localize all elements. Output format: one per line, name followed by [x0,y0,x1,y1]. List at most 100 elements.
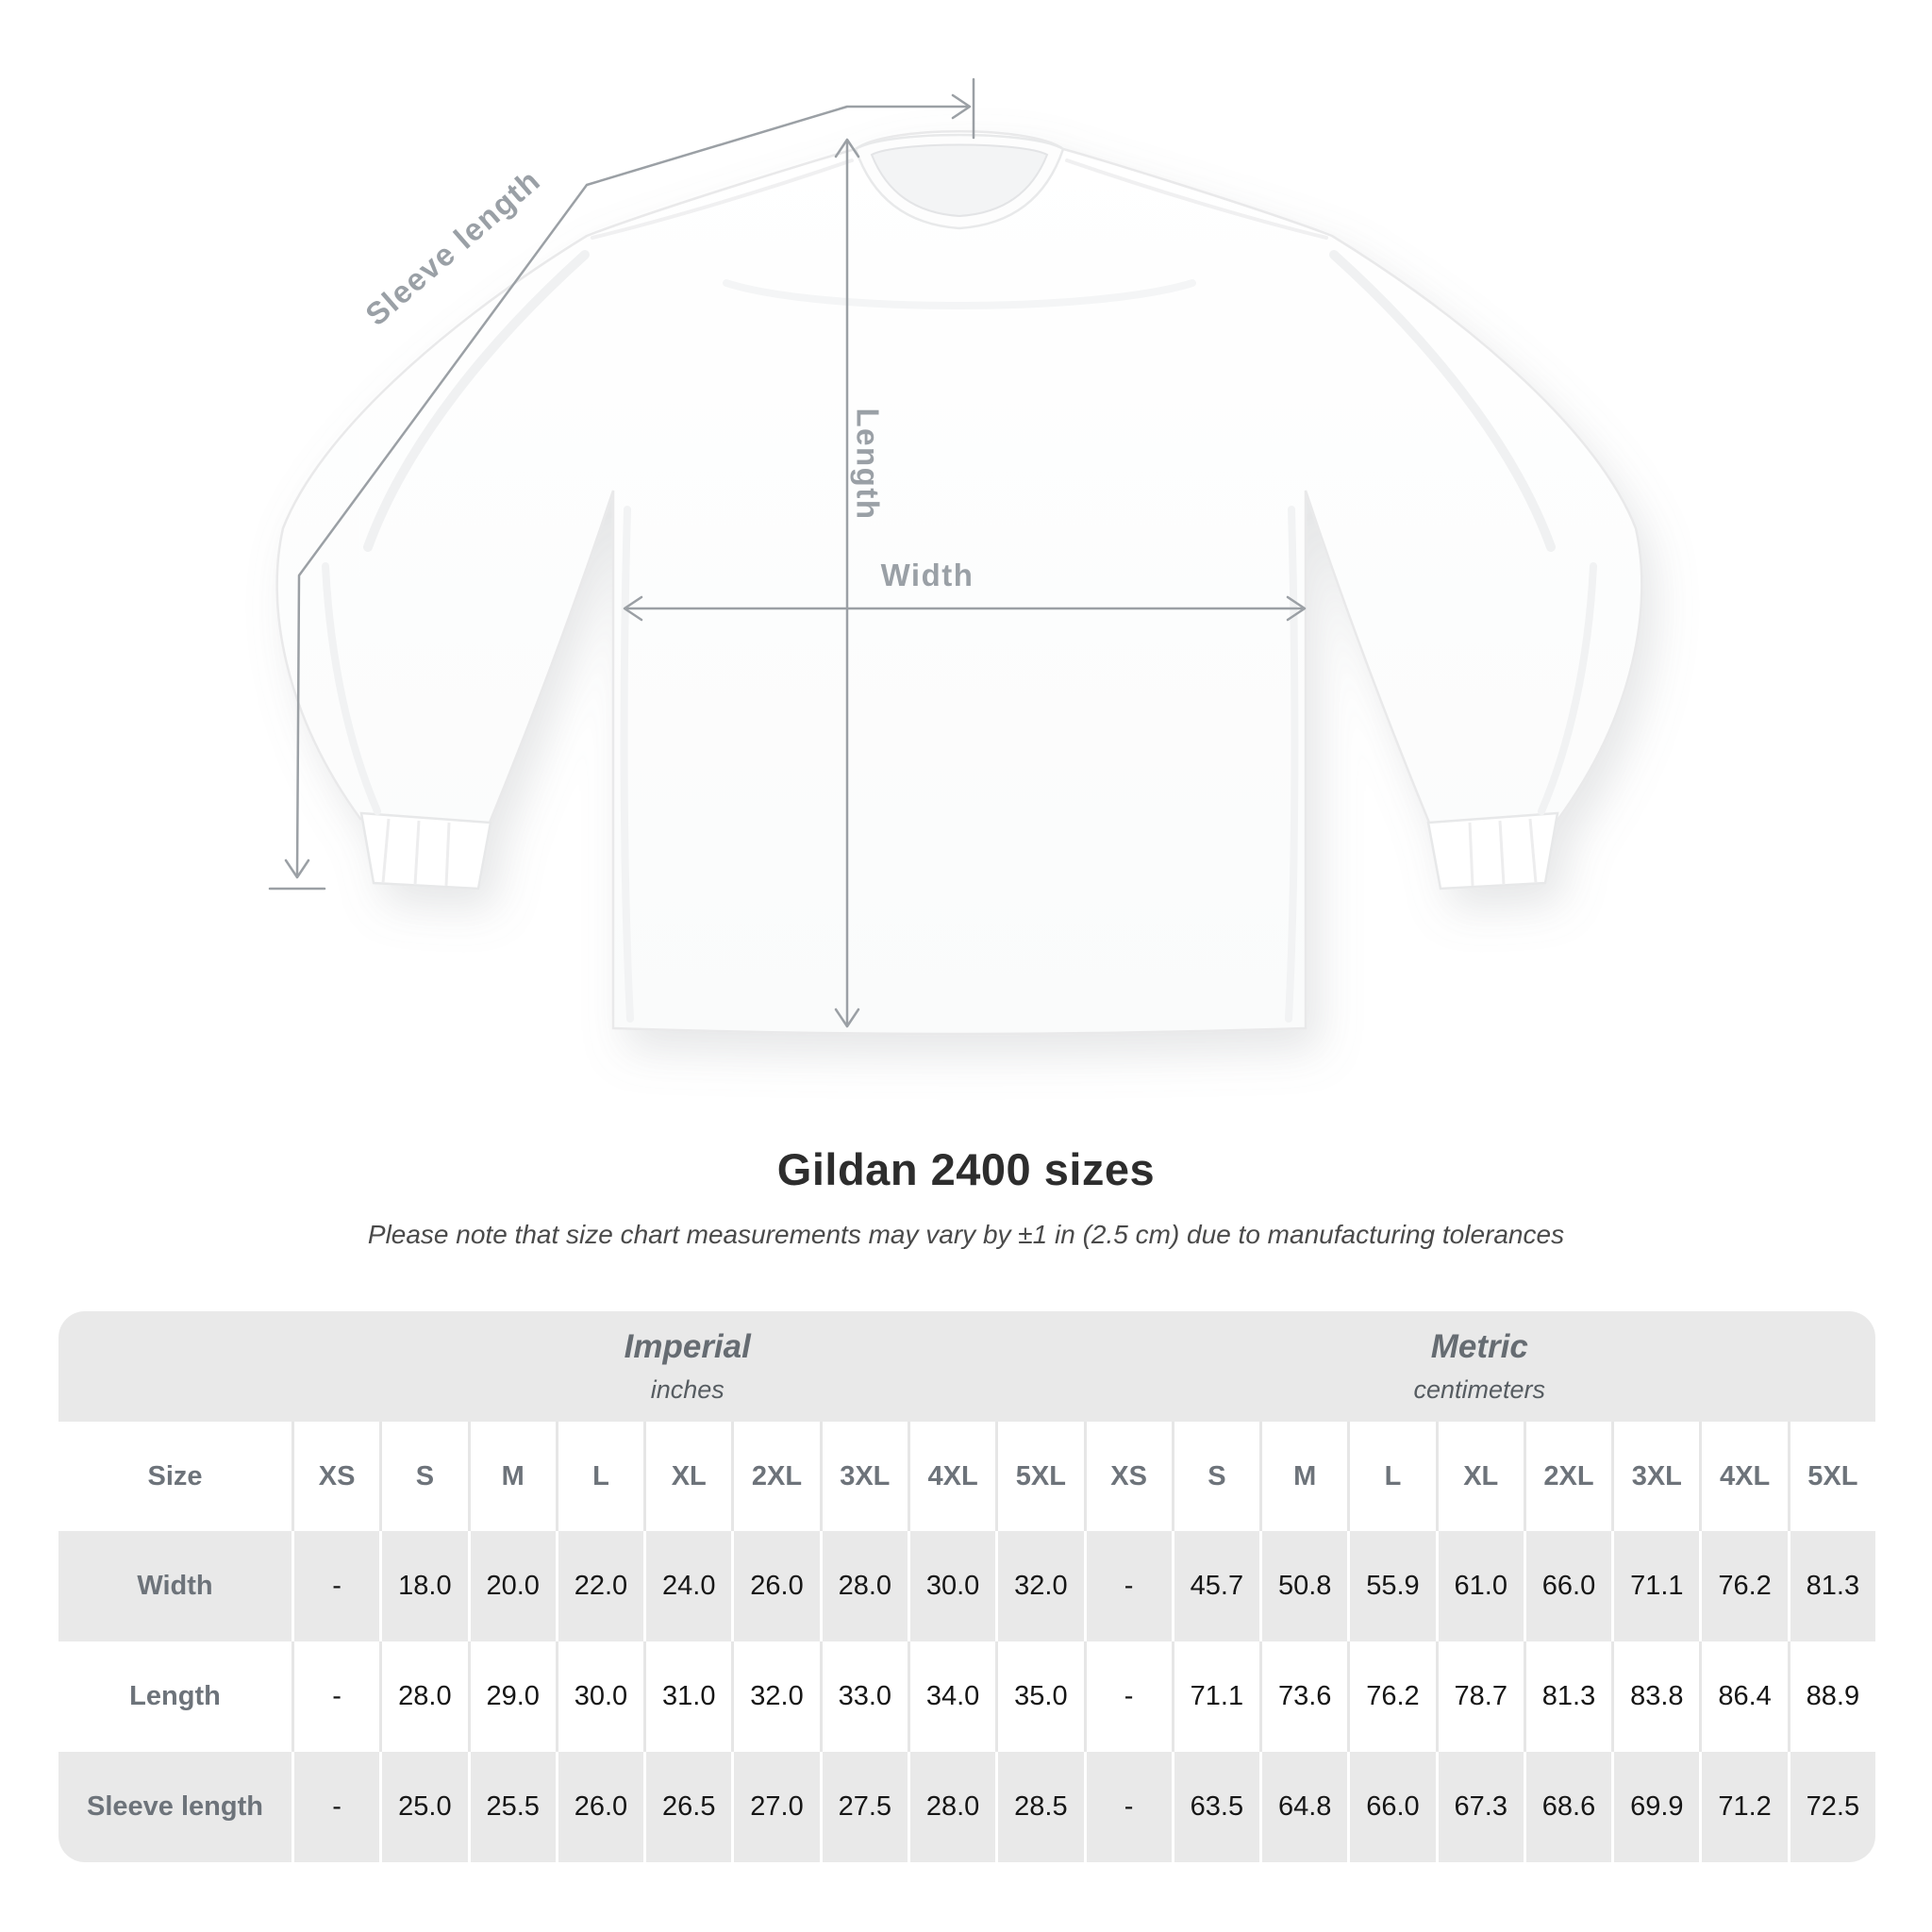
row-label: Length [129,1681,221,1711]
measurement-cell-imperial: 29.0 [467,1641,556,1752]
width-arrow [623,595,1307,622]
row-label: Sleeve length [87,1791,263,1822]
unit-band-spacer [58,1311,291,1422]
measurement-cell-metric: 63.5 [1171,1752,1259,1862]
size-col-metric-xs: XS [1083,1422,1172,1531]
size-col-imperial-2xl: 2XL [731,1422,819,1531]
metric-group-header: Metric centimeters [1084,1311,1876,1422]
size-col-metric-2xl: 2XL [1523,1422,1611,1531]
measurement-cell-imperial: 30.0 [907,1531,995,1641]
measurement-cell-imperial: 30.0 [555,1641,643,1752]
measurement-cell-metric: 81.3 [1787,1531,1875,1641]
size-col-metric-s: S [1171,1422,1259,1531]
measurement-row-length: Length -28.0 29.0 30.0 31.0 32.0 33.0 34.0 35.0-… [58,1641,1875,1752]
measurement-cell-imperial: 24.0 [643,1531,731,1641]
measurement-cell-imperial: - [291,1531,379,1641]
measurement-cell-metric: 61.0 [1435,1531,1524,1641]
measurement-cell-imperial: 28.0 [379,1641,467,1752]
measurement-cell-metric: 71.2 [1699,1752,1787,1862]
measurement-row-sleeve-length: Sleeve length -25.0 25.5 26.0 26.5 27.0 27.5 28… [58,1752,1875,1862]
measurement-cell-metric: 50.8 [1259,1531,1347,1641]
measurement-cell-imperial: 32.0 [731,1641,819,1752]
measurement-cell-metric: 78.7 [1435,1641,1524,1752]
size-col-imperial-s: S [379,1422,467,1531]
measurement-row-width: Width -18.0 20.0 22.0 24.0 26.0 28.0 30.0 32.0-4… [58,1531,1875,1641]
measurement-cell-metric: 71.1 [1171,1641,1259,1752]
measurement-cell-metric: - [1083,1752,1172,1862]
size-col-metric-3xl: 3XL [1611,1422,1699,1531]
measurement-annotations [268,77,1307,1028]
measurement-cell-imperial: 27.5 [819,1752,908,1862]
measurement-cell-metric: 73.6 [1259,1641,1347,1752]
measurement-cell-imperial: 33.0 [819,1641,908,1752]
measurement-cell-imperial: 32.0 [995,1531,1083,1641]
size-col-metric-4xl: 4XL [1699,1422,1787,1531]
measurement-cell-metric: 86.4 [1699,1641,1787,1752]
size-col-metric-xl: XL [1435,1422,1524,1531]
measurement-cell-metric: 45.7 [1171,1531,1259,1641]
measurement-cell-metric: 76.2 [1347,1641,1435,1752]
measurement-cell-imperial: 22.0 [555,1531,643,1641]
collar-opening [870,143,1049,218]
width-label: Width [881,558,974,592]
measurement-cell-metric: 68.6 [1523,1752,1611,1862]
shirt-body [275,130,1643,1036]
size-col-imperial-m: M [467,1422,556,1531]
measurement-cell-metric: 67.3 [1435,1752,1524,1862]
page-title: Gildan 2400 sizes [776,1144,1156,1194]
length-label: Length [851,408,886,521]
unit-band: Imperial inches Metric centimeters [58,1311,1875,1422]
heading-block: Gildan 2400 sizes Please note that size … [0,1143,1932,1250]
measurement-cell-metric: - [1083,1641,1172,1752]
measurement-cell-imperial: - [291,1752,379,1862]
shirt-measurement-diagram: Sleeve length Length Width [268,77,1643,1036]
size-col-imperial-xl: XL [643,1422,731,1531]
measurement-cell-metric: 64.8 [1259,1752,1347,1862]
imperial-group-header: Imperial inches [291,1311,1084,1422]
cuff-ribbing [381,818,1538,887]
measurement-cell-imperial: 28.0 [819,1531,908,1641]
measurement-cell-imperial: 28.5 [995,1752,1083,1862]
measurement-cell-metric: 66.0 [1347,1752,1435,1862]
row-label: Width [137,1571,213,1601]
measurement-cell-imperial: 27.0 [731,1752,819,1862]
measurement-cell-metric: 55.9 [1347,1531,1435,1641]
sleeve-length-arrow [268,77,975,891]
length-arrow [834,138,860,1028]
right-cuff [1426,811,1559,891]
measurement-cell-metric: 66.0 [1523,1531,1611,1641]
measurement-cell-metric: 83.8 [1611,1641,1699,1752]
imperial-unit-label: inches [650,1375,724,1404]
left-cuff [359,811,492,891]
measurement-cell-imperial: 20.0 [467,1531,556,1641]
measurement-cell-imperial: 35.0 [995,1641,1083,1752]
measurement-cell-imperial: 25.0 [379,1752,467,1862]
size-table: Imperial inches Metric centimeters Size X… [58,1311,1875,1862]
measurement-cell-metric: - [1083,1531,1172,1641]
size-header-row: Size XS S M L XL 2XL 3XL 4XL 5XL XS S M L XL 2XL 3XL 4XL 5… [58,1422,1875,1531]
measurement-cell-imperial: 26.0 [731,1531,819,1641]
fabric-folds [322,158,1597,1023]
metric-label: Metric [1430,1328,1528,1365]
size-col-metric-m: M [1259,1422,1347,1531]
measurement-cell-imperial: - [291,1641,379,1752]
measurement-cell-imperial: 25.5 [467,1752,556,1862]
measurement-cell-metric: 81.3 [1523,1641,1611,1752]
size-col-metric-5xl: 5XL [1787,1422,1875,1531]
metric-unit-label: centimeters [1413,1375,1546,1404]
measurement-cell-imperial: 34.0 [907,1641,995,1752]
measurement-cell-imperial: 26.5 [643,1752,731,1862]
shirt-illustration [275,130,1643,1036]
measurement-cell-metric: 72.5 [1787,1752,1875,1862]
size-col-imperial-xs: XS [291,1422,379,1531]
size-col-metric-l: L [1347,1422,1435,1531]
size-column-label: Size [147,1460,203,1491]
measurement-cell-metric: 71.1 [1611,1531,1699,1641]
size-col-imperial-5xl: 5XL [995,1422,1083,1531]
measurement-cell-metric: 69.9 [1611,1752,1699,1862]
measurement-cell-imperial: 31.0 [643,1641,731,1752]
measurement-cell-imperial: 18.0 [379,1531,467,1641]
size-col-imperial-4xl: 4XL [907,1422,995,1531]
measurement-cell-metric: 88.9 [1787,1641,1875,1752]
